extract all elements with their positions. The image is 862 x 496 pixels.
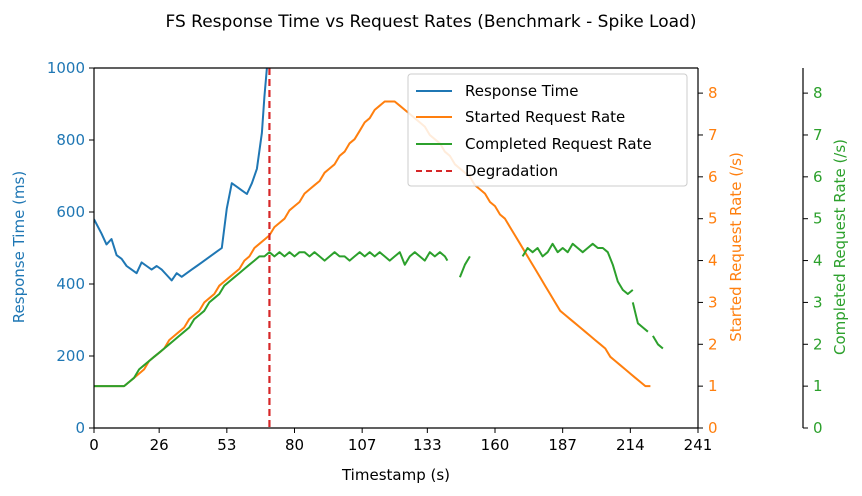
left-tick-label: 400 xyxy=(56,275,85,293)
completed-tick-label: 4 xyxy=(813,252,823,270)
series-line-response xyxy=(94,68,268,282)
legend-label-degradation: Degradation xyxy=(465,162,558,180)
started-tick-label: 3 xyxy=(708,293,718,311)
legend-label-started: Started Request Rate xyxy=(465,108,625,126)
completed-tick-label: 7 xyxy=(813,126,823,144)
x-tick-label: 107 xyxy=(348,436,377,454)
completed-tick-label: 1 xyxy=(813,377,823,395)
chart-title: FS Response Time vs Request Rates (Bench… xyxy=(166,12,697,32)
completed-tick-label: 0 xyxy=(813,419,823,437)
legend: Response Time Started Request Rate Compl… xyxy=(407,73,688,187)
x-tick-label: 160 xyxy=(481,436,510,454)
x-tick-label: 53 xyxy=(217,436,236,454)
legend-label-completed: Completed Request Rate xyxy=(465,135,652,153)
left-tick-label: 1000 xyxy=(47,59,85,77)
series-line-completed-4 xyxy=(652,335,664,350)
started-tick-label: 2 xyxy=(708,335,718,353)
left-tick-label: 800 xyxy=(56,131,85,149)
started-tick-label: 6 xyxy=(708,168,718,186)
started-tick-label: 1 xyxy=(708,377,718,395)
completed-tick-label: 3 xyxy=(813,293,823,311)
started-rate-axis: 0 1 2 3 4 5 6 7 8 xyxy=(697,68,718,437)
completed-tick-label: 6 xyxy=(813,168,823,186)
completed-tick-label: 2 xyxy=(813,335,823,353)
x-tick-label: 0 xyxy=(89,436,99,454)
left-axis-label: Response Time (ms) xyxy=(10,171,28,323)
x-tick-label: 80 xyxy=(285,436,304,454)
x-axis-label: Timestamp (s) xyxy=(341,466,450,484)
started-tick-label: 7 xyxy=(708,126,718,144)
started-tick-label: 4 xyxy=(708,252,718,270)
x-tick-label: 187 xyxy=(548,436,577,454)
series-line-completed-3 xyxy=(631,302,649,333)
started-tick-label: 5 xyxy=(708,210,718,228)
legend-box xyxy=(407,73,688,187)
completed-rate-axis: 0 1 2 3 4 5 6 7 8 xyxy=(802,68,823,437)
completed-tick-label: 5 xyxy=(813,210,823,228)
x-tick-label: 214 xyxy=(616,436,645,454)
series-line-completed-2 xyxy=(521,242,634,295)
series-line-started xyxy=(94,100,651,388)
started-tick-label: 8 xyxy=(708,84,718,102)
left-axis: 0 200 400 600 800 1000 xyxy=(47,59,95,437)
completed-tick-label: 8 xyxy=(813,84,823,102)
started-axis-label: Started Request Rate (/s) xyxy=(727,152,745,342)
series-line-completed-1 xyxy=(458,255,471,278)
left-tick-label: 600 xyxy=(56,203,85,221)
plot-area xyxy=(94,68,664,428)
x-tick-label: 26 xyxy=(150,436,169,454)
started-tick-label: 0 xyxy=(708,419,718,437)
x-axis: 0 26 53 80 107 133 160 187 214 241 xyxy=(89,67,713,454)
x-tick-label: 241 xyxy=(684,436,713,454)
legend-label-response: Response Time xyxy=(465,82,579,100)
left-tick-label: 200 xyxy=(56,347,85,365)
series-line-completed-0 xyxy=(94,251,449,388)
x-tick-label: 133 xyxy=(413,436,442,454)
completed-axis-label: Completed Request Rate (/s) xyxy=(831,139,849,355)
left-tick-label: 0 xyxy=(75,419,85,437)
